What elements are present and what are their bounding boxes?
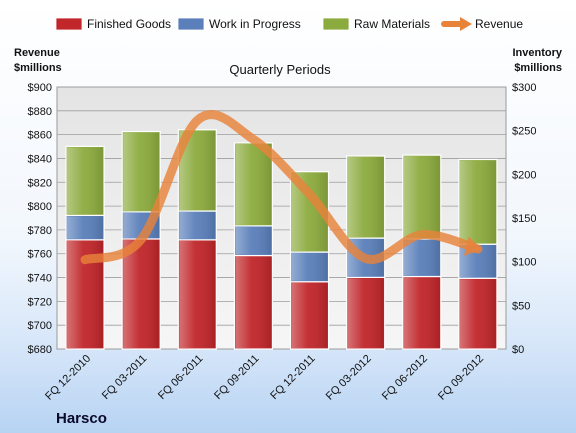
legend-swatch xyxy=(322,17,350,31)
left-tick-label: $680 xyxy=(28,344,52,356)
bar-finished-goods-shade xyxy=(459,279,496,348)
bar-raw-materials-shade xyxy=(459,160,496,244)
x-tick-label: FQ 06-2012 xyxy=(380,353,430,403)
bar-raw-materials-shade xyxy=(347,156,384,238)
right-tick-label: $100 xyxy=(512,257,536,269)
bar-raw-materials-shade xyxy=(403,156,440,238)
x-tick-label: FQ 09-2012 xyxy=(436,353,486,403)
right-axis-title-line1: Inventory xyxy=(512,47,562,59)
bar-raw-materials-shade xyxy=(67,147,104,215)
right-tick-label: $200 xyxy=(512,169,536,181)
right-tick-label: $150 xyxy=(512,213,536,225)
company-name: Harsco xyxy=(56,410,107,427)
right-tick-label: $300 xyxy=(512,82,536,94)
left-tick-label: $880 xyxy=(28,106,52,118)
legend-label: Revenue xyxy=(475,17,523,31)
bar-work-in-progress-shade xyxy=(291,253,328,281)
x-tick-label: FQ 06-2011 xyxy=(156,353,205,402)
bar-finished-goods-shade xyxy=(179,240,216,348)
legend: Finished Goods Work in Progress Raw Materi… xyxy=(55,17,523,31)
left-tick-label: $840 xyxy=(28,153,52,165)
right-axis-title-line2: $millions xyxy=(514,62,562,74)
left-tick-label: $800 xyxy=(28,201,52,213)
left-tick-label: $820 xyxy=(28,177,52,189)
left-tick-label: $700 xyxy=(28,320,52,332)
bar-work-in-progress-shade xyxy=(235,226,272,255)
left-tick-label: $860 xyxy=(28,130,52,142)
legend-label: Raw Materials xyxy=(354,17,430,31)
revenue-arrowhead xyxy=(463,236,482,256)
left-tick-label: $760 xyxy=(28,249,52,261)
legend-label: Finished Goods xyxy=(87,17,171,31)
x-tick-label: FQ 12-2010 xyxy=(43,353,93,403)
left-tick-label: $720 xyxy=(28,296,52,308)
x-tick-label: FQ 12-2011 xyxy=(268,353,317,402)
x-tick-label: FQ 03-2012 xyxy=(324,353,374,403)
right-tick-label: $250 xyxy=(512,126,536,138)
revenue-line xyxy=(80,110,483,265)
bar-work-in-progress-shade xyxy=(67,216,104,239)
bar-finished-goods-shade xyxy=(235,256,272,348)
bar-finished-goods-shade xyxy=(347,278,384,348)
bar-finished-goods-shade xyxy=(123,239,160,348)
left-tick-label: $780 xyxy=(28,225,52,237)
x-tick-label: FQ 03-2011 xyxy=(100,353,149,402)
bar-work-in-progress-shade xyxy=(179,212,216,239)
bar-raw-materials-shade xyxy=(123,132,160,211)
left-axis-title-line2: $millions xyxy=(14,62,62,74)
left-axis-title-line1: Revenue xyxy=(14,47,60,59)
legend-swatch-arrow xyxy=(460,17,472,31)
chart-title: Quarterly Periods xyxy=(229,62,331,77)
right-tick-label: $0 xyxy=(512,344,524,356)
left-tick-label: $740 xyxy=(28,273,52,285)
bar-finished-goods-shade xyxy=(403,277,440,348)
legend-swatch xyxy=(177,17,205,31)
bar-raw-materials-shade xyxy=(235,143,272,225)
x-tick-label: FQ 09-2011 xyxy=(212,353,261,402)
bar-finished-goods-shade xyxy=(291,282,328,348)
legend-label: Work in Progress xyxy=(209,17,301,31)
bar-work-in-progress-shade xyxy=(403,239,440,276)
legend-swatch xyxy=(55,17,83,31)
left-tick-label: $900 xyxy=(28,82,52,94)
right-tick-label: $50 xyxy=(512,300,530,312)
